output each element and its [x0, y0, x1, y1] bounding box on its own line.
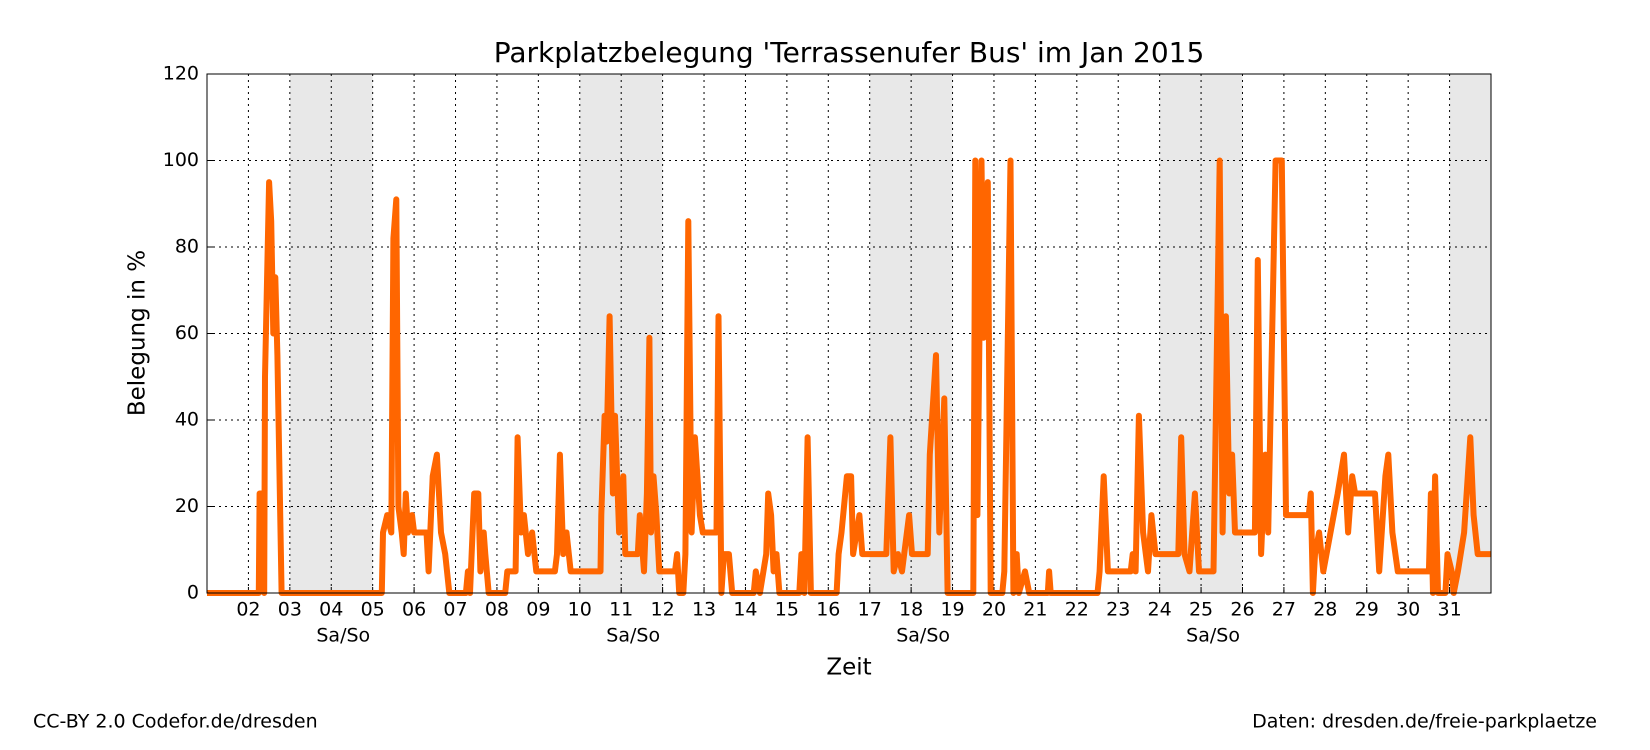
- y-axis-label: Belegung in %: [125, 250, 151, 416]
- y-tick-label: 0: [187, 582, 199, 604]
- x-tick-label: 23: [1106, 599, 1130, 621]
- y-tick-label: 80: [175, 236, 199, 258]
- weekend-label: Sa/So: [316, 625, 370, 647]
- x-tick-label: 17: [858, 599, 882, 621]
- weekend-label: Sa/So: [606, 625, 660, 647]
- x-tick-label: 05: [361, 599, 385, 621]
- x-tick-label: 20: [982, 599, 1006, 621]
- x-tick-label: 12: [651, 599, 675, 621]
- x-tick-label: 16: [816, 599, 840, 621]
- data-line: [207, 157, 1491, 596]
- x-tick-label: 22: [1065, 599, 1089, 621]
- x-tick-label: 31: [1437, 599, 1461, 621]
- x-tick-label: 11: [609, 599, 633, 621]
- x-tick-label: 28: [1313, 599, 1337, 621]
- footer-right: Daten: dresden.de/freie-parkplaetze: [1252, 711, 1597, 733]
- x-tick-label: 27: [1272, 599, 1296, 621]
- y-tick-label: 120: [163, 63, 199, 85]
- weekend-label: Sa/So: [1186, 625, 1240, 647]
- y-tick-label: 20: [175, 495, 199, 517]
- x-tick-label: 25: [1189, 599, 1213, 621]
- x-tick-label: 10: [568, 599, 592, 621]
- x-tick-label: 15: [775, 599, 799, 621]
- plot-frame: [206, 73, 1492, 594]
- x-tick-label: 13: [692, 599, 716, 621]
- y-tick-label: 100: [163, 149, 199, 171]
- x-tick-label: 21: [1023, 599, 1047, 621]
- x-tick-label: 03: [278, 599, 302, 621]
- y-tick-label: 60: [175, 322, 199, 344]
- x-tick-label: 29: [1355, 599, 1379, 621]
- x-tick-label: 18: [899, 599, 923, 621]
- x-tick-label: 19: [940, 599, 964, 621]
- x-tick-label: 24: [1148, 599, 1172, 621]
- x-tick-label: 07: [443, 599, 467, 621]
- weekend-label: Sa/So: [896, 625, 950, 647]
- x-tick-label: 14: [733, 599, 757, 621]
- y-tick-label: 40: [175, 409, 199, 431]
- x-tick-label: 30: [1396, 599, 1420, 621]
- x-axis-label: Zeit: [826, 655, 871, 681]
- x-tick-label: 02: [236, 599, 260, 621]
- x-tick-label: 06: [402, 599, 426, 621]
- x-tick-label: 09: [526, 599, 550, 621]
- chart-title: Parkplatzbelegung 'Terrassenufer Bus' im…: [494, 36, 1205, 69]
- footer-left: CC-BY 2.0 Codefor.de/dresden: [33, 711, 318, 733]
- x-tick-label: 04: [319, 599, 343, 621]
- x-tick-label: 26: [1230, 599, 1254, 621]
- x-tick-label: 08: [485, 599, 509, 621]
